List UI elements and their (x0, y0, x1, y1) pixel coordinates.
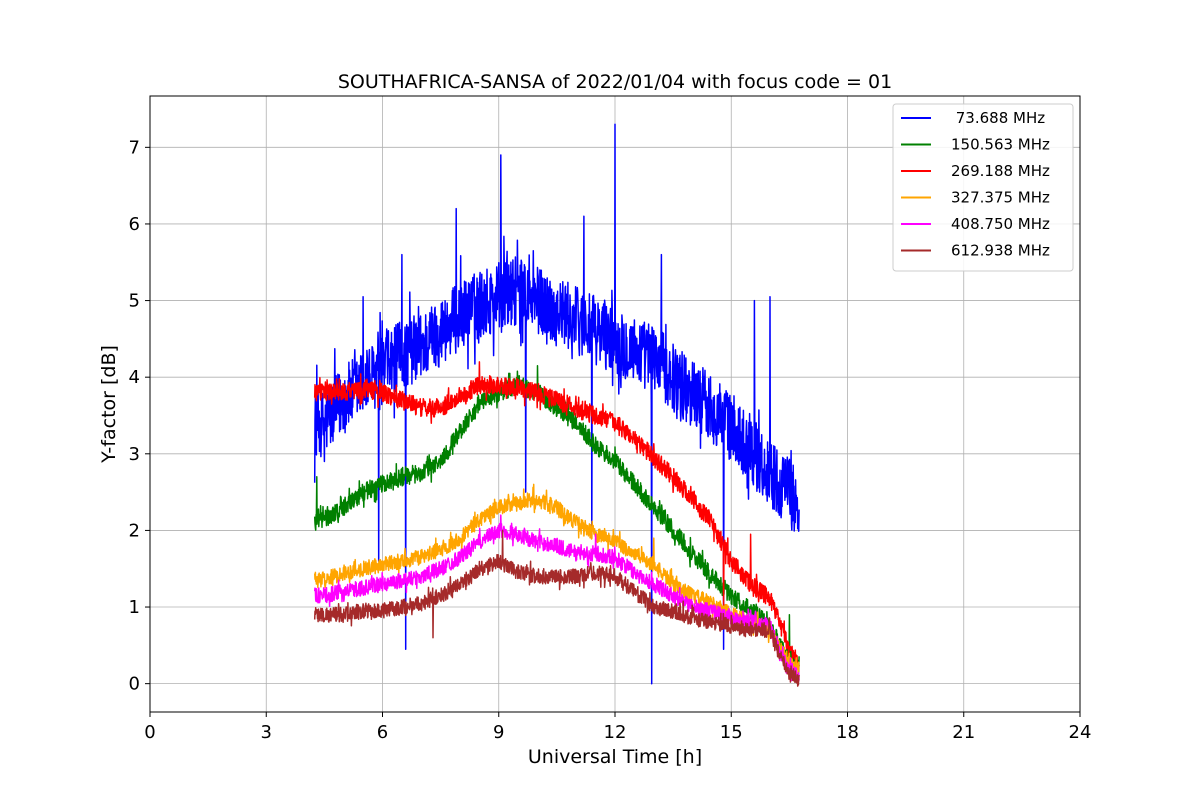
legend-label-4: 408.750 MHz (951, 215, 1050, 233)
x-tick-label: 9 (493, 722, 504, 743)
x-tick-label: 15 (720, 722, 743, 743)
y-tick-label: 1 (129, 597, 140, 618)
series-line-4 (313, 514, 800, 683)
y-axis-label: Y-factor [dB] (98, 345, 120, 464)
y-tick-label: 5 (129, 291, 140, 312)
y-tick-label: 6 (129, 214, 140, 235)
y-tick-label: 2 (129, 520, 140, 541)
x-tick-label: 12 (604, 722, 627, 743)
legend-label-5: 612.938 MHz (951, 242, 1050, 260)
x-tick-label: 3 (261, 722, 272, 743)
x-tick-label: 0 (144, 722, 155, 743)
legend: 73.688 MHz 150.563 MHz 269.188 MHz 327.375 … (892, 103, 1074, 272)
legend-label-1: 150.563 MHz (951, 136, 1050, 154)
series-line-0 (313, 123, 800, 685)
series-line-1 (313, 364, 800, 675)
series-group (313, 123, 800, 687)
x-tick-label: 24 (1069, 722, 1092, 743)
x-tick-label: 21 (952, 722, 975, 743)
y-tick-label: 4 (129, 367, 140, 388)
x-axis: 0 3 6 9 12 15 18 21 24 (144, 712, 1091, 743)
legend-label-2: 269.188 MHz (951, 162, 1050, 180)
legend-box (892, 103, 1074, 272)
x-tick-label: 6 (377, 722, 388, 743)
y-axis: 0 1 2 3 4 5 6 7 (129, 137, 150, 695)
x-axis-label: Universal Time [h] (528, 746, 702, 768)
legend-label-0: 73.688 MHz (951, 109, 1045, 127)
legend-label-3: 327.375 MHz (951, 189, 1050, 207)
series-line-2 (313, 361, 800, 672)
series-line-3 (313, 483, 800, 678)
chart-title: SOUTHAFRICA-SANSA of 2022/01/04 with foc… (338, 71, 892, 93)
y-tick-label: 7 (129, 137, 140, 158)
y-tick-label: 0 (129, 674, 140, 695)
y-tick-label: 3 (129, 444, 140, 465)
series-line-5 (313, 529, 800, 687)
x-tick-label: 18 (836, 722, 859, 743)
